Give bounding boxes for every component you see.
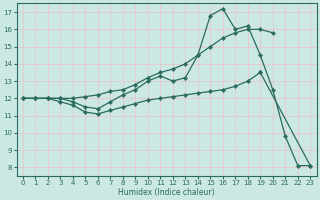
X-axis label: Humidex (Indice chaleur): Humidex (Indice chaleur) <box>118 188 215 197</box>
